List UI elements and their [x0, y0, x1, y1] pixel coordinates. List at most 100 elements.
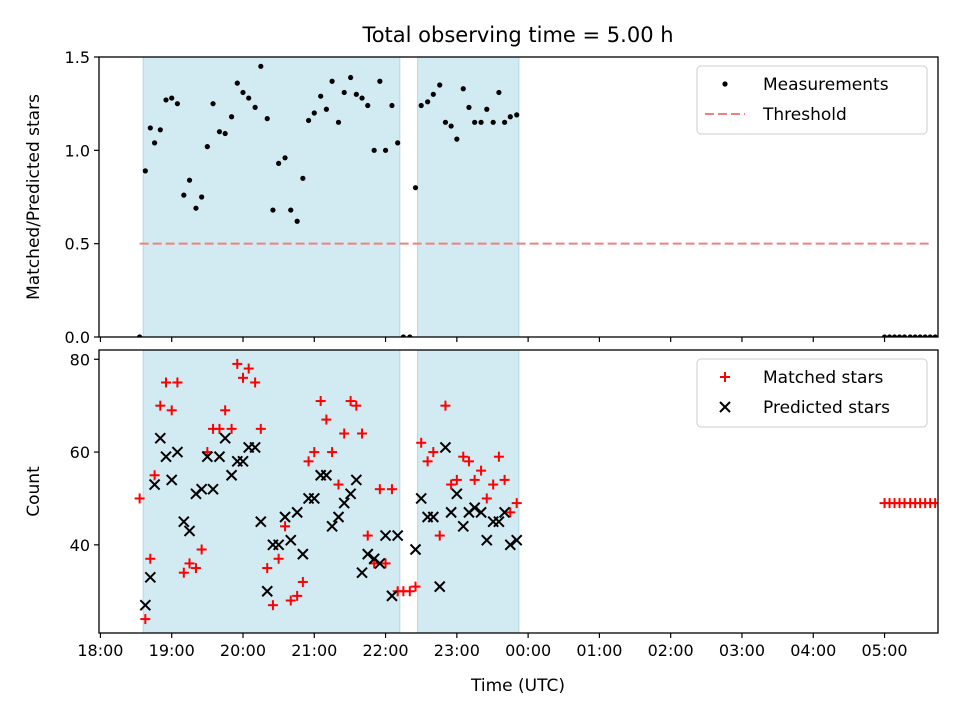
matched-stars-point [196, 544, 207, 555]
matched-stars-point [505, 507, 516, 518]
predicted-stars-point [451, 488, 463, 500]
chart-title: Total observing time = 5.00 h [361, 23, 673, 47]
predicted-stars-point [139, 599, 152, 611]
legend-marker [722, 81, 728, 87]
x-tick-label: 01:00 [576, 641, 622, 660]
measurement-point [472, 119, 478, 125]
y-axis-label: Count [24, 466, 44, 517]
legend: Measurements Threshold [696, 65, 928, 135]
predicted-stars-point [439, 441, 452, 454]
predicted-stars-point [434, 580, 446, 593]
predicted-stars-point [511, 534, 523, 546]
matched-stars-point [386, 484, 397, 495]
measurement-point [490, 119, 496, 125]
y-axis-label: Matched/Predicted stars [24, 94, 44, 300]
x-tick-label: 18:00 [77, 641, 123, 660]
measurement-point [142, 168, 148, 174]
predicted-stars-point [178, 515, 190, 528]
predicted-stars-point [154, 432, 167, 444]
matched-stars-point [327, 447, 338, 458]
x-tick-label: 20:00 [220, 641, 266, 660]
matched-stars-point [481, 493, 492, 504]
x-tick-label: 02:00 [648, 641, 694, 660]
measurement-point [448, 123, 454, 129]
matched-stars-point [214, 423, 225, 434]
measurement-point [305, 117, 312, 124]
matched-stars-point [250, 377, 261, 388]
predicted-stars-point [201, 450, 214, 463]
matched-stars-point [280, 521, 291, 532]
predicted-stars-point [415, 492, 427, 505]
measurement-point [353, 91, 359, 97]
measurement-point [425, 99, 431, 105]
measurement-point [246, 95, 252, 101]
matched-stars-point [255, 423, 266, 434]
predicted-stars-point [166, 474, 178, 486]
matched-stars-point [362, 530, 373, 541]
matched-stars-point [315, 396, 326, 407]
matched-stars-point [172, 377, 183, 388]
matched-stars-point [488, 479, 499, 490]
x-tick-label: 04:00 [790, 641, 836, 660]
predicted-stars-point [379, 529, 392, 542]
predicted-stars-point [171, 446, 184, 458]
predicted-stars-point [409, 543, 422, 556]
matched-stars-point [297, 576, 308, 587]
measurement-point [157, 127, 163, 133]
predicted-stars-point [504, 539, 517, 551]
predicted-stars-point [498, 506, 511, 519]
matched-stars-point [357, 428, 368, 439]
matched-stars-point [351, 400, 362, 411]
predicted-stars-point [225, 469, 238, 481]
predicted-stars-point [261, 585, 273, 597]
legend-entry: Measurements [722, 75, 889, 95]
matched-stars-point [303, 456, 314, 467]
predicted-stars-point [493, 515, 505, 528]
matched-stars-point [451, 474, 462, 485]
matched-stars-point [404, 586, 415, 597]
predicted-stars-point [297, 548, 309, 560]
predicted-stars-point [291, 506, 303, 519]
measurement-point [501, 119, 508, 125]
axes-frame [98, 349, 939, 634]
matched-stars-point [469, 474, 480, 485]
legend-box [696, 358, 928, 428]
measurement-point [264, 116, 270, 122]
predicted-stars-point [326, 520, 338, 533]
predicted-stars-point [427, 511, 440, 523]
matched-stars-point [339, 428, 350, 439]
plot-area [137, 57, 938, 337]
x-tick-label: 03:00 [719, 641, 765, 660]
matched-stars-point [161, 377, 172, 388]
predicted-stars-point [362, 548, 374, 560]
legend-entry: Predicted stars [719, 398, 890, 418]
predicted-stars-point [320, 469, 333, 481]
measurement-point [147, 125, 153, 131]
predicted-stars-point [219, 432, 231, 444]
measurement-point [430, 91, 436, 97]
predicted-stars-point [475, 506, 487, 519]
matched-stars-point [145, 553, 156, 564]
measurement-point [152, 140, 158, 146]
matched-stars-point [446, 479, 457, 490]
matched-stars-point [410, 581, 421, 592]
measurement-point [507, 114, 513, 120]
predicted-stars-point [272, 539, 285, 551]
matched-stars-point [422, 456, 433, 467]
x-axis-label: Time (UTC) [470, 676, 565, 696]
matched-stars-point [155, 400, 166, 411]
predicted-stars-point [213, 450, 226, 463]
measurement-point [348, 74, 354, 81]
measurement-point [222, 130, 228, 137]
measurement-point [199, 194, 205, 200]
legend-label: Predicted stars [763, 398, 890, 418]
matched-stars-point [273, 553, 284, 564]
matched-stars-point [226, 423, 237, 434]
measurement-point [234, 80, 240, 86]
predicted-stars-point [391, 529, 404, 542]
measurement-point [288, 207, 294, 213]
legend-label: Threshold [762, 105, 847, 125]
x-tick-label: 23:00 [434, 641, 480, 660]
matched-stars-point [190, 563, 201, 574]
